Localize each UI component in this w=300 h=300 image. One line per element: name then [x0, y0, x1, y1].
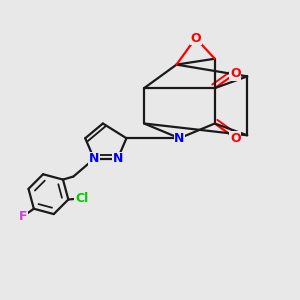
- Text: Cl: Cl: [75, 192, 88, 205]
- Text: O: O: [230, 132, 241, 145]
- Text: O: O: [190, 32, 201, 45]
- Text: N: N: [174, 132, 184, 145]
- Text: N: N: [112, 152, 123, 165]
- Text: F: F: [19, 210, 27, 223]
- Text: O: O: [230, 67, 241, 80]
- Text: N: N: [89, 152, 99, 165]
